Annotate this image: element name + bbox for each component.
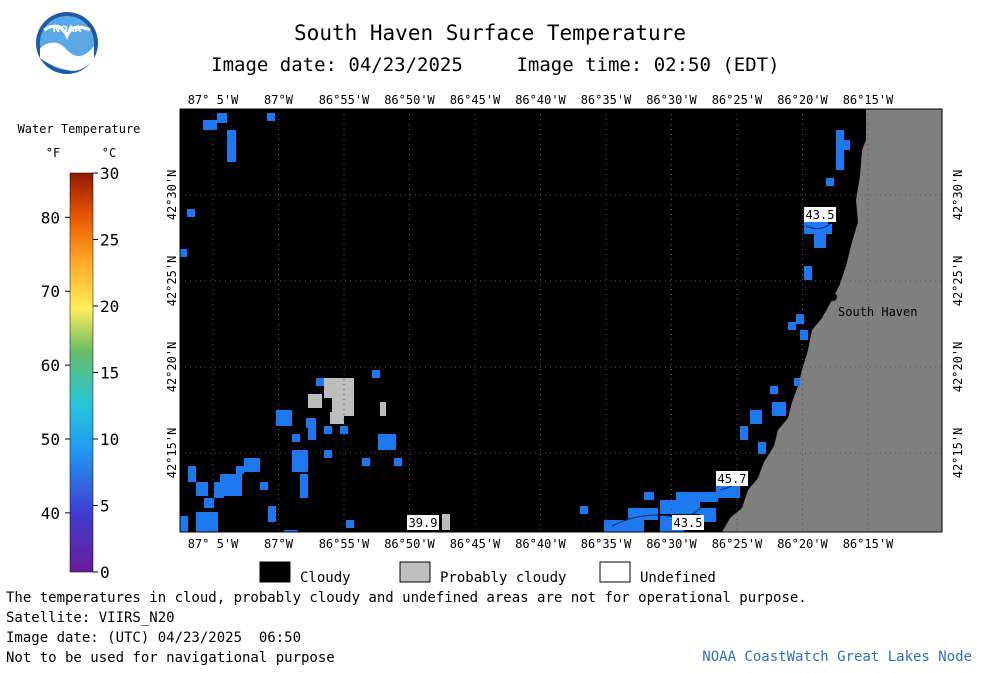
colorbar-c-tick: 0 xyxy=(100,563,110,582)
lon-tick: 86°45'W xyxy=(450,537,501,551)
lat-tick: 42°20'N xyxy=(165,342,179,393)
lat-tick: 42°20'N xyxy=(951,342,965,393)
colorbar-title: Water Temperature xyxy=(18,122,141,136)
colorbar-c-tick: 10 xyxy=(100,430,119,449)
colorbar-c-tick: 25 xyxy=(100,231,119,250)
footer-nav-warning: Not to be used for navigational purpose xyxy=(6,650,335,666)
lon-tick: 86°35'W xyxy=(581,93,632,107)
colorbar-c-tick: 20 xyxy=(100,297,119,316)
lon-tick: 87°W xyxy=(264,93,294,107)
image-time: Image time: 02:50 (EDT) xyxy=(516,54,779,76)
lon-tick: 86°50'W xyxy=(384,537,435,551)
lon-tick: 86°45'W xyxy=(450,93,501,107)
lon-ticks-bottom: 87° 5'W 87°W 86°55'W 86°50'W 86°45'W 86°40'W 8… xyxy=(188,537,894,551)
lon-tick: 87°W xyxy=(264,537,294,551)
legend-swatch-cloudy xyxy=(259,561,291,583)
probably-cloudy-pixels xyxy=(308,378,450,530)
temp-label: 39.9 xyxy=(407,515,439,530)
lon-tick: 86°20'W xyxy=(777,537,828,551)
colorbar-f-tick: 70 xyxy=(41,282,60,301)
lat-ticks-right: 42°30'N 42°25'N 42°20'N 42°15'N xyxy=(951,170,965,479)
footer-note: The temperatures in cloud, probably clou… xyxy=(6,590,807,606)
lon-tick: 86°30'W xyxy=(646,93,697,107)
lon-tick: 86°25'W xyxy=(712,537,763,551)
temp-label: 45.7 xyxy=(716,471,748,486)
page-title: South Haven Surface Temperature xyxy=(294,21,686,45)
svg-text:43.5: 43.5 xyxy=(806,208,835,222)
credit-link[interactable]: NOAA CoastWatch Great Lakes Node xyxy=(702,649,972,665)
footer-satellite: Satellite: VIIRS_N20 xyxy=(6,610,175,626)
colorbar-c-tick: 5 xyxy=(100,497,110,516)
noaa-logo-icon: NOAA xyxy=(36,12,98,74)
lat-ticks-left: 42°30'N 42°25'N 42°20'N 42°15'N xyxy=(165,170,179,479)
lon-tick: 86°25'W xyxy=(712,93,763,107)
colorbar xyxy=(69,172,94,573)
legend-label-undefined: Undefined xyxy=(640,570,716,586)
svg-text:45.7: 45.7 xyxy=(718,472,747,486)
legend-swatch-probably-cloudy xyxy=(399,561,431,583)
lon-tick: 86°40'W xyxy=(515,537,566,551)
lat-tick: 42°25'N xyxy=(951,256,965,307)
legend-label-cloudy: Cloudy xyxy=(300,570,351,586)
colorbar-f-tick: 80 xyxy=(41,208,60,227)
image-date: Image date: 04/23/2025 xyxy=(211,54,463,76)
map-frame xyxy=(179,108,943,533)
lon-tick: 86°15'W xyxy=(843,537,894,551)
colorbar-c-tick: 30 xyxy=(100,164,119,183)
lat-tick: 42°30'N xyxy=(165,170,179,221)
lon-tick: 86°15'W xyxy=(843,93,894,107)
svg-text:43.5: 43.5 xyxy=(674,516,703,530)
lon-tick: 87° 5'W xyxy=(188,537,239,551)
unit-c-label: °C xyxy=(102,146,116,160)
land-area xyxy=(722,109,942,532)
legend-label-probably-cloudy: Probably cloudy xyxy=(440,570,566,586)
temp-label: 43.5 xyxy=(804,207,836,222)
map-area xyxy=(180,109,942,532)
lat-tick: 42°15'N xyxy=(165,428,179,479)
city-label: South Haven xyxy=(838,305,917,319)
svg-text:39.9: 39.9 xyxy=(409,516,438,530)
lat-tick: 42°25'N xyxy=(165,256,179,307)
city-marker xyxy=(829,293,837,301)
colorbar-f-tick: 60 xyxy=(41,356,60,375)
lon-tick: 86°50'W xyxy=(384,93,435,107)
lon-tick: 86°55'W xyxy=(319,93,370,107)
lat-tick: 42°30'N xyxy=(951,170,965,221)
lon-tick: 87° 5'W xyxy=(188,93,239,107)
lon-ticks-top: 87° 5'W 87°W 86°55'W 86°50'W 86°45'W 86°40'W 8… xyxy=(188,93,894,107)
grid-lines xyxy=(180,109,942,532)
temp-label: 43.5 xyxy=(672,515,704,530)
lon-tick: 86°55'W xyxy=(319,537,370,551)
legend-swatch-undefined xyxy=(599,561,631,583)
water-pixels xyxy=(180,113,850,532)
lat-tick: 42°15'N xyxy=(951,428,965,479)
lon-tick: 86°35'W xyxy=(581,537,632,551)
colorbar-f-tick: 40 xyxy=(41,504,60,523)
logo-text: NOAA xyxy=(53,25,82,35)
lon-tick: 86°30'W xyxy=(646,537,697,551)
colorbar-f-tick: 50 xyxy=(41,430,60,449)
unit-f-label: °F xyxy=(46,146,60,160)
colorbar-c-tick: 15 xyxy=(100,364,119,383)
footer-utc-date: Image date: (UTC) 04/23/2025 06:50 xyxy=(6,630,302,646)
lon-tick: 86°40'W xyxy=(515,93,566,107)
lon-tick: 86°20'W xyxy=(777,93,828,107)
